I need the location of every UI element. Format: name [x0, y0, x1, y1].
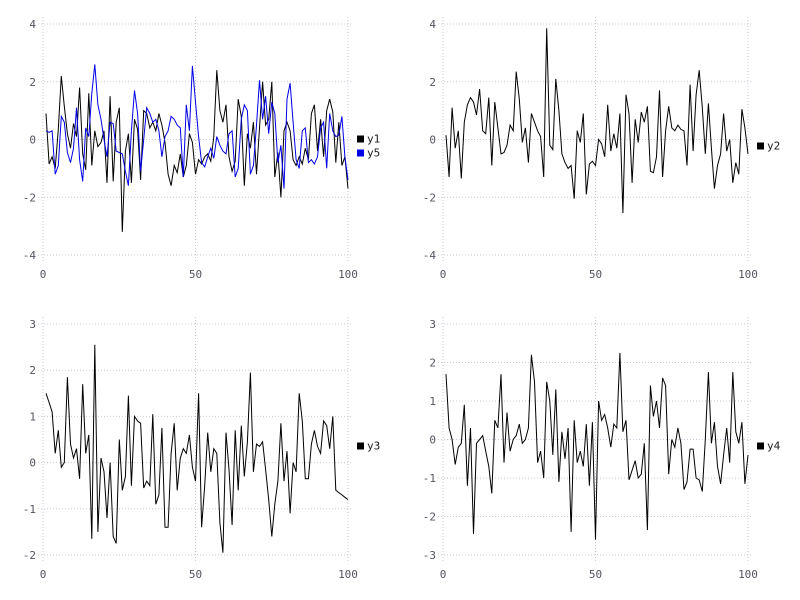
y-tick-label: 3 [29, 318, 36, 331]
subplot-y2: -4 -2 0 2 4 0 50 100 y2 [400, 0, 800, 300]
y-tick-label: 2 [29, 76, 36, 89]
y-tick-label: 4 [429, 18, 436, 31]
y-tick-label: -4 [423, 249, 437, 262]
series-line-y1 [45, 70, 349, 232]
legend-item-y3: y3 [357, 440, 380, 453]
y-tick-label: -2 [423, 191, 436, 204]
y-tick-label: 1 [429, 395, 436, 408]
y-tick-label: -1 [23, 503, 36, 516]
plot-canvas-top-right: -4 -2 0 2 4 0 50 100 [423, 17, 758, 281]
x-tick-label: 0 [440, 568, 447, 581]
legend-swatch-icon-y5 [357, 149, 364, 157]
x-tick-label: 0 [40, 568, 47, 581]
plot-canvas-bottom-right: -3 -2 -1 0 1 2 3 0 50 100 [423, 317, 758, 581]
plot-canvas-top-left: -4 -2 0 2 4 0 50 100 [23, 17, 358, 281]
legend-top-left: y1 y5 [357, 133, 380, 160]
x-tick-label: 0 [440, 268, 447, 281]
legend-label-y1: y1 [367, 132, 381, 146]
legend-item-y5: y5 [357, 147, 380, 160]
legend-label-y4: y4 [767, 439, 781, 453]
y-tick-label: -1 [423, 472, 436, 485]
x-tick-label: 50 [189, 568, 202, 581]
x-tick-label: 100 [738, 268, 758, 281]
y-tick-label: 0 [429, 134, 436, 147]
x-tick-label: 100 [338, 268, 358, 281]
y-tick-label: 3 [429, 318, 436, 331]
y-tick-label: 4 [29, 18, 36, 31]
x-tick-label: 50 [589, 268, 602, 281]
legend-label-y3: y3 [367, 439, 381, 453]
y-tick-label: -2 [23, 191, 36, 204]
y-tick-label: -2 [423, 511, 436, 524]
subplot-y3: -2 -1 0 1 2 3 0 50 100 y3 [0, 300, 400, 600]
subplot-y1-y5: -4 -2 0 2 4 0 50 100 y1 y5 [0, 0, 400, 300]
legend-item-y1: y1 [357, 133, 380, 146]
legend-top-right: y2 [757, 140, 780, 153]
y-tick-label: 0 [29, 134, 36, 147]
legend-swatch-icon-y2 [757, 142, 764, 150]
y-tick-label: 0 [429, 434, 436, 447]
y-tick-label: -2 [23, 549, 36, 562]
y-tick-label: 2 [429, 357, 436, 370]
legend-swatch-icon-y1 [357, 135, 364, 143]
legend-bottom-right: y4 [757, 440, 780, 453]
series-line-y3 [45, 344, 349, 553]
y-tick-label: 0 [29, 457, 36, 470]
x-tick-label: 100 [738, 568, 758, 581]
legend-item-y2: y2 [757, 140, 780, 153]
x-tick-label: 0 [40, 268, 47, 281]
subplot-y4: -3 -2 -1 0 1 2 3 0 50 100 y4 [400, 300, 800, 600]
series-line-y5 [45, 64, 349, 189]
y-tick-label: 2 [429, 76, 436, 89]
x-tick-label: 100 [338, 568, 358, 581]
x-tick-label: 50 [589, 568, 602, 581]
series-line-y4 [445, 352, 749, 540]
series-line-y2 [445, 28, 749, 214]
y-tick-label: 1 [29, 410, 36, 423]
legend-swatch-icon-y4 [757, 442, 764, 450]
x-tick-label: 50 [189, 268, 202, 281]
legend-swatch-icon-y3 [357, 442, 364, 450]
y-tick-label: 2 [29, 364, 36, 377]
legend-label-y5: y5 [367, 146, 381, 160]
legend-item-y4: y4 [757, 440, 780, 453]
y-tick-label: -3 [423, 549, 436, 562]
plot-canvas-bottom-left: -2 -1 0 1 2 3 0 50 100 [23, 317, 358, 581]
legend-bottom-left: y3 [357, 440, 380, 453]
legend-label-y2: y2 [767, 139, 781, 153]
y-tick-label: -4 [23, 249, 37, 262]
